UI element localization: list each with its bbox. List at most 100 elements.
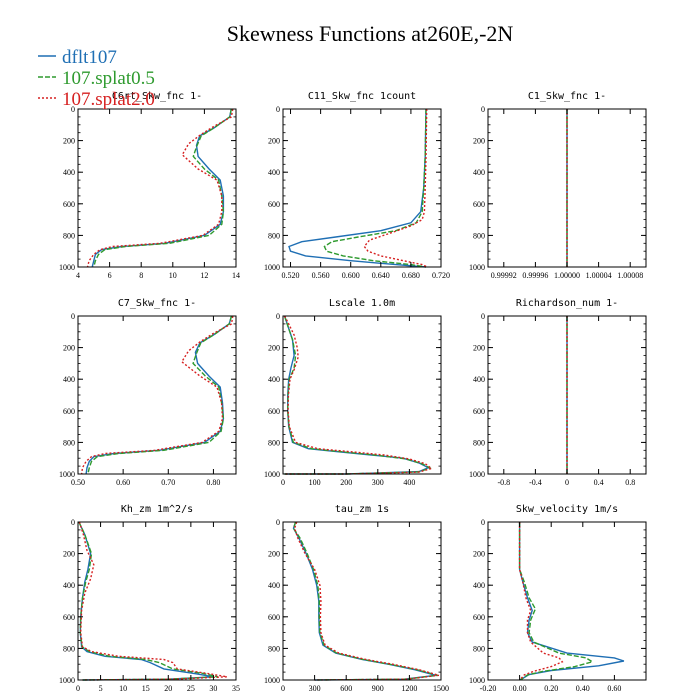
x-tick-label: 900 xyxy=(372,684,384,693)
y-tick-label: 400 xyxy=(63,168,75,177)
y-tick-label: 200 xyxy=(63,344,75,353)
x-tick-label: 0.70 xyxy=(161,478,175,487)
series-line-107.splat2.0 xyxy=(293,521,440,681)
y-tick-label: 1000 xyxy=(59,470,75,479)
y-tick-label: 0 xyxy=(71,312,75,321)
x-tick-label: 0.60 xyxy=(607,684,621,693)
y-tick-label: 800 xyxy=(473,438,485,447)
panel-5: Richardson_num 1- 0 200 400 600 800 1000 -0.8 -0… xyxy=(469,298,647,487)
x-tick-label: 600 xyxy=(340,684,352,693)
panel-title: C11_Skw_fnc 1count xyxy=(308,91,416,102)
series-line-dflt107 xyxy=(91,108,232,268)
y-tick-label: 800 xyxy=(268,438,280,447)
series-line-107.splat0.5 xyxy=(283,315,432,475)
x-tick-label: 6 xyxy=(108,271,112,280)
y-tick-label: 0 xyxy=(481,312,485,321)
series-line-107.splat0.5 xyxy=(87,315,233,475)
x-tick-label: 30 xyxy=(209,684,217,693)
y-tick-label: 400 xyxy=(268,581,280,590)
x-tick-label: 0 xyxy=(76,684,80,693)
x-tick-label: 0.680 xyxy=(402,271,420,280)
y-tick-label: 400 xyxy=(473,581,485,590)
legend-label-1: 107.splat0.5 xyxy=(62,68,155,89)
x-tick-label: 25 xyxy=(187,684,195,693)
x-tick-label: 35 xyxy=(232,684,240,693)
x-tick-label: 0.20 xyxy=(544,684,558,693)
panel-1: C11_Skw_fnc 1count 0 200 400 600 800 10000.520… xyxy=(264,91,450,280)
y-tick-label: 800 xyxy=(473,644,485,653)
y-tick-label: 600 xyxy=(268,200,280,209)
x-tick-label: 1.00008 xyxy=(617,271,643,280)
y-tick-label: 600 xyxy=(268,407,280,416)
x-tick-label: 300 xyxy=(372,478,384,487)
series-line-dflt107 xyxy=(288,108,427,268)
x-tick-label: -0.20 xyxy=(480,684,497,693)
y-tick-label: 0 xyxy=(71,105,75,114)
y-tick-label: 600 xyxy=(63,407,75,416)
y-tick-label: 800 xyxy=(63,231,75,240)
y-tick-label: 1000 xyxy=(469,470,485,479)
y-tick-label: 400 xyxy=(63,375,75,384)
legend: dflt107 107.splat0.5 107.splat2.0 xyxy=(38,47,155,110)
panel-title: Richardson_num 1- xyxy=(516,298,618,309)
x-tick-label: 0.520 xyxy=(282,271,300,280)
y-tick-label: 200 xyxy=(473,344,485,353)
x-tick-label: 8 xyxy=(139,271,143,280)
y-tick-label: 1000 xyxy=(59,263,75,272)
y-tick-label: 0 xyxy=(276,105,280,114)
y-tick-label: 800 xyxy=(268,231,280,240)
x-tick-label: 100 xyxy=(309,478,321,487)
series-line-dflt107 xyxy=(78,521,214,681)
y-tick-label: 800 xyxy=(268,644,280,653)
panel-8: Skw_velocity 1m/s 0 200 400 600 800 1000-0.20 0… xyxy=(469,504,647,693)
y-tick-label: 600 xyxy=(63,613,75,622)
y-tick-label: 400 xyxy=(268,168,280,177)
series-line-107.splat0.5 xyxy=(518,522,595,681)
x-tick-label: 10 xyxy=(169,271,177,280)
panel-title: tau_zm 1s xyxy=(335,504,389,515)
x-tick-label: 0.60 xyxy=(116,478,130,487)
x-tick-label: 1200 xyxy=(401,684,417,693)
x-tick-label: 20 xyxy=(164,684,172,693)
x-tick-label: 1.00004 xyxy=(586,271,612,280)
y-tick-label: 0 xyxy=(481,518,485,527)
x-tick-label: 0 xyxy=(281,478,285,487)
x-tick-label: 0.40 xyxy=(576,684,590,693)
x-tick-label: 5 xyxy=(99,684,103,693)
y-tick-label: 0 xyxy=(276,312,280,321)
panel-title: Skw_velocity 1m/s xyxy=(516,504,618,515)
y-tick-label: 400 xyxy=(63,581,75,590)
x-tick-label: 10 xyxy=(119,684,127,693)
y-tick-label: 200 xyxy=(473,137,485,146)
y-tick-label: 200 xyxy=(268,550,280,559)
y-tick-label: 800 xyxy=(63,438,75,447)
panel-title: C6rt_Skw_fnc 1- xyxy=(112,91,202,102)
x-tick-label: -0.4 xyxy=(529,478,542,487)
x-tick-label: 0 xyxy=(565,478,569,487)
x-tick-label: 0.8 xyxy=(625,478,635,487)
y-tick-label: 400 xyxy=(473,168,485,177)
x-tick-label: 0.50 xyxy=(71,478,85,487)
y-tick-label: 400 xyxy=(473,375,485,384)
x-tick-label: 12 xyxy=(200,271,208,280)
y-tick-label: 600 xyxy=(473,200,485,209)
y-tick-label: 800 xyxy=(63,644,75,653)
panel-title: Lscale 1.0m xyxy=(329,298,395,309)
series-line-107.splat0.5 xyxy=(93,108,232,268)
x-tick-label: 1500 xyxy=(433,684,449,693)
y-tick-label: 0 xyxy=(276,518,280,527)
x-tick-label: 0.560 xyxy=(312,271,330,280)
panel-2: C1_Skw_fnc 1- 0 200 400 600 800 1000 0.99992 0.9… xyxy=(469,91,647,280)
series-line-107.splat2.0 xyxy=(363,108,428,268)
y-tick-label: 1000 xyxy=(469,676,485,685)
y-tick-label: 200 xyxy=(268,344,280,353)
series-line-107.splat2.0 xyxy=(86,108,234,268)
panel-title: C7_Skw_fnc 1- xyxy=(118,298,196,309)
x-tick-label: 0.640 xyxy=(372,271,390,280)
